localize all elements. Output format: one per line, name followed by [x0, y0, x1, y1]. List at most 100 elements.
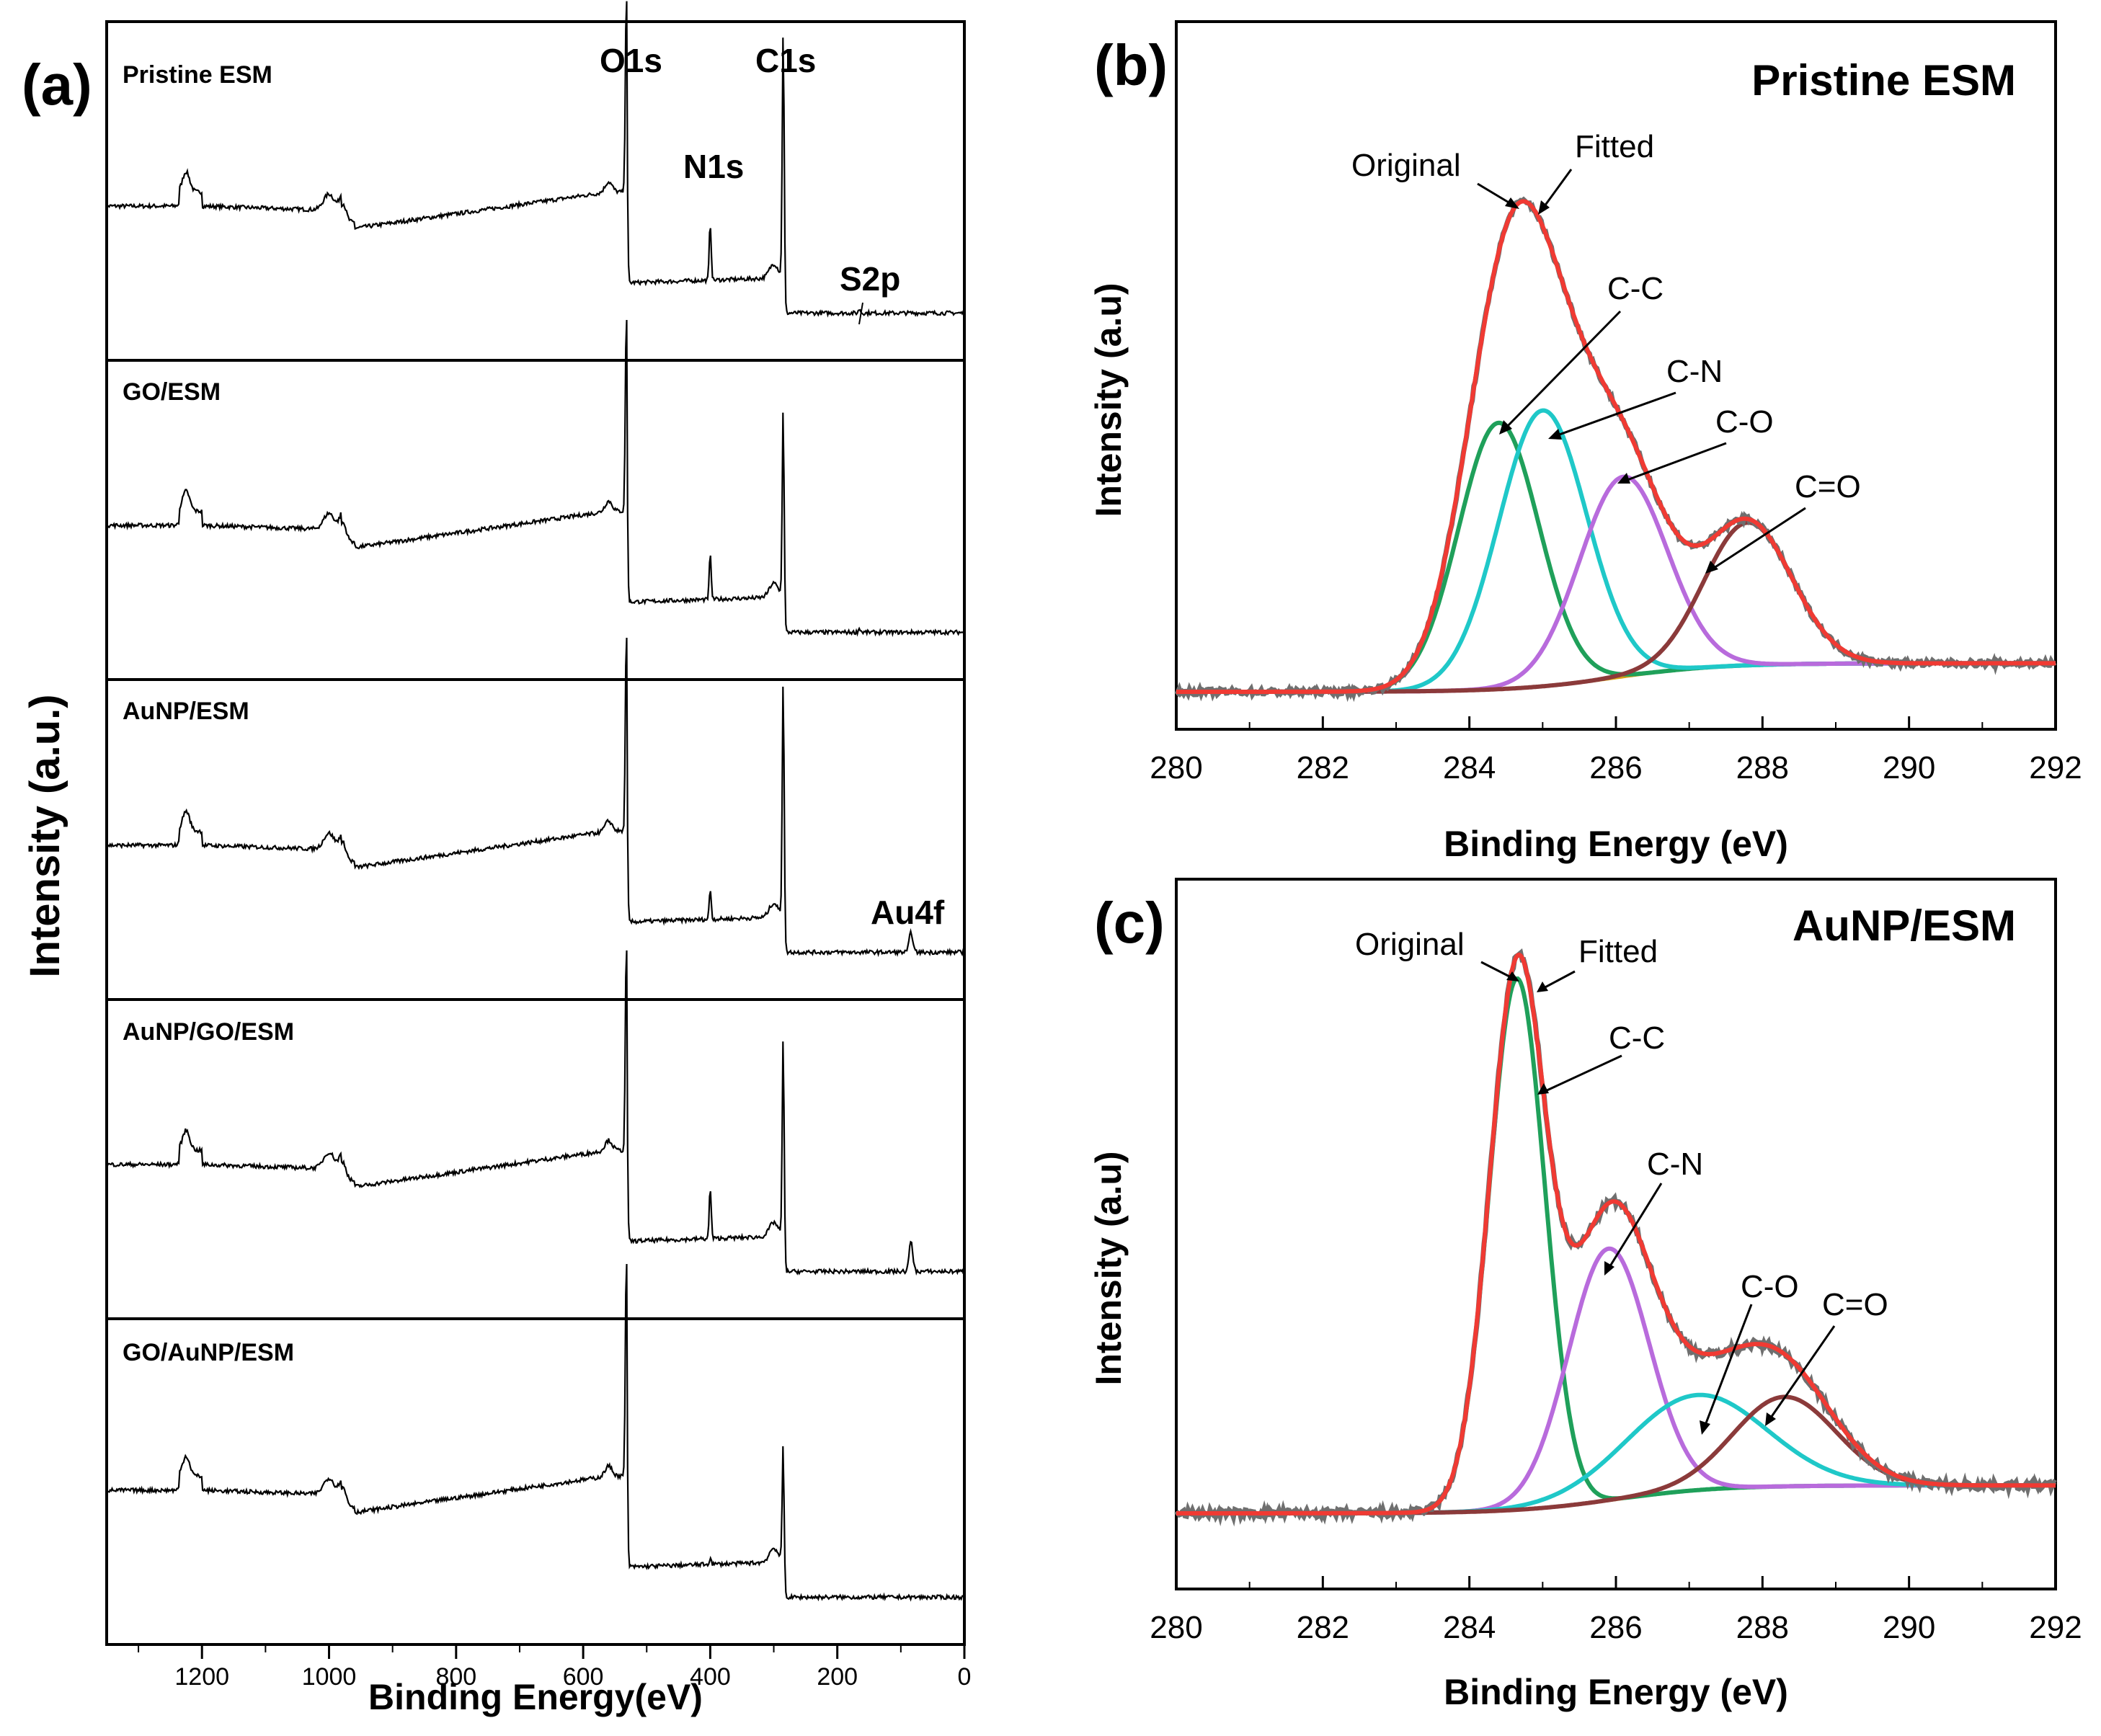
- fitted-curve: [1176, 952, 2056, 1515]
- panel-a-spectra: [106, 1, 965, 1602]
- x-tick-label: 200: [817, 1663, 858, 1691]
- spectrum-go-aunp-esm: [107, 1263, 965, 1602]
- arrow-cn-b: [1555, 391, 1676, 437]
- x-tick-label: 284: [1443, 1610, 1496, 1645]
- peak-label-o1s: O1s: [600, 42, 662, 79]
- x-tick-label: 600: [563, 1663, 604, 1691]
- x-tick-label: 400: [690, 1663, 731, 1691]
- panel-b-title: Pristine ESM: [1751, 56, 2016, 104]
- panel-c: (c) AuNP/ESM 280 282 284 286 288 290 292 Bindi…: [1088, 878, 2082, 1712]
- arrow-c-double-o-c: [1768, 1325, 1836, 1420]
- spectrum-go-esm: [107, 319, 965, 638]
- annotation-c-double-o-b: C=O: [1795, 469, 1861, 504]
- panel-c-arrowheads: [1506, 971, 1776, 1435]
- annotation-co-b: C-O: [1715, 404, 1774, 440]
- panel-c-plot: [1174, 948, 2057, 1527]
- spectrum-aunp-go-esm: [106, 950, 964, 1276]
- arrowhead-fitted-b: [1538, 200, 1550, 215]
- panel-c-arrows: [1480, 961, 1836, 1428]
- panel-c-x-label: Binding Energy (eV): [1444, 1672, 1788, 1712]
- panel-a-x-label: Binding Energy(eV): [368, 1677, 703, 1717]
- legend-original-c: Original: [1355, 927, 1465, 962]
- arrow-co-c: [1703, 1304, 1753, 1428]
- peak-label-s2p: S2p: [840, 260, 900, 298]
- annotation-cn-c: C-N: [1647, 1147, 1703, 1182]
- x-tick-label: 282: [1297, 750, 1349, 785]
- panel-c-label: (c): [1094, 891, 1165, 955]
- panel-b-plot: [1174, 196, 2057, 703]
- x-tick-label: 286: [1589, 1610, 1642, 1645]
- x-tick-label: 1200: [174, 1663, 229, 1691]
- arrow-original-c: [1480, 961, 1514, 980]
- panel-b-x-axis: 280 282 284 286 288 290 292: [1150, 716, 2082, 785]
- panel-b-arrowheads: [1499, 197, 1718, 574]
- x-tick-label: 282: [1297, 1610, 1349, 1645]
- component-curve-c-o: [1176, 474, 2056, 694]
- arrowhead-co-b: [1617, 473, 1630, 484]
- x-tick-label: 284: [1443, 750, 1496, 785]
- arrowhead-fitted-c: [1537, 981, 1548, 992]
- arrow-c-double-o-b: [1711, 507, 1806, 571]
- x-tick-label: 290: [1883, 1610, 1935, 1645]
- panel-b-x-label: Binding Energy (eV): [1444, 824, 1788, 864]
- annotation-co-c: C-O: [1741, 1269, 1799, 1304]
- arrow-original-b: [1477, 182, 1514, 207]
- x-tick-label: 288: [1736, 750, 1789, 785]
- x-tick-label: 288: [1736, 1610, 1789, 1645]
- x-tick-label: 280: [1150, 750, 1202, 785]
- peak-label-n1s: N1s: [683, 148, 744, 185]
- x-tick-label: 0: [958, 1663, 972, 1691]
- x-tick-label: 292: [2029, 750, 2082, 785]
- panel-c-x-axis: 280 282 284 286 288 290 292: [1150, 1576, 2082, 1645]
- sample-label-aunp-esm: AuNP/ESM: [123, 698, 249, 725]
- arrow-cc-c: [1543, 1054, 1622, 1093]
- arrowhead-original-c: [1506, 971, 1519, 981]
- x-tick-label: 800: [435, 1663, 476, 1691]
- arrow-co-b: [1625, 442, 1727, 482]
- sample-label-go-esm: GO/ESM: [123, 378, 221, 406]
- sample-label-aunp-go-esm: AuNP/GO/ESM: [123, 1018, 294, 1046]
- legend-fitted-c: Fitted: [1578, 934, 1658, 969]
- panel-a-y-label: Intensity (a.u.): [22, 694, 68, 977]
- arrowhead-cn-c: [1604, 1261, 1614, 1276]
- spectrum-pristine-esm: [107, 1, 965, 318]
- panel-c-y-label: Intensity (a.u): [1088, 1151, 1129, 1385]
- panel-a: (a) Pristine ESM GO/ESM AuNP/ESM AuNP/GO…: [22, 1, 971, 1717]
- arrowhead-original-b: [1505, 197, 1519, 209]
- legend-fitted-b: Fitted: [1575, 129, 1654, 164]
- sample-label-pristine-esm: Pristine ESM: [123, 61, 272, 89]
- x-tick-label: 286: [1589, 750, 1642, 785]
- arrowhead-co-c: [1700, 1420, 1710, 1435]
- arrow-cc-b: [1503, 310, 1622, 430]
- arrowhead-cc-b: [1499, 420, 1512, 435]
- fitted-curve: [1176, 199, 2056, 694]
- x-tick-label: 280: [1150, 1610, 1202, 1645]
- x-tick-label: 1000: [302, 1663, 357, 1691]
- peak-label-au4f: Au4f: [871, 894, 945, 931]
- x-tick-label: 292: [2029, 1610, 2082, 1645]
- arrow-cn-c: [1607, 1183, 1663, 1269]
- arrowhead-cc-c: [1537, 1083, 1549, 1095]
- peak-label-c1s: C1s: [755, 42, 816, 79]
- panel-a-label: (a): [22, 53, 92, 117]
- x-tick-label: 290: [1883, 750, 1935, 785]
- annotation-c-double-o-c: C=O: [1822, 1287, 1888, 1322]
- panel-b-arrows: [1477, 169, 1806, 571]
- component-curve-c-c: [1176, 420, 2056, 694]
- annotation-cn-b: C-N: [1666, 354, 1723, 389]
- annotation-cc-c: C-C: [1609, 1020, 1665, 1056]
- component-curve-c-n: [1176, 1246, 2056, 1515]
- legend-original-b: Original: [1351, 148, 1461, 183]
- arrow-fitted-b: [1541, 169, 1573, 210]
- arrowhead-c-double-o-b: [1705, 561, 1718, 574]
- spectrum-aunp-esm: [107, 637, 965, 958]
- panel-b-y-label: Intensity (a.u): [1088, 282, 1129, 517]
- panel-b-label: (b): [1094, 33, 1168, 97]
- component-curve-c-n: [1176, 408, 2056, 694]
- arrow-fitted-c: [1542, 970, 1576, 990]
- sample-label-go-aunp-esm: GO/AuNP/ESM: [123, 1339, 294, 1366]
- component-curve-c-o: [1176, 1392, 2056, 1515]
- annotation-cc-b: C-C: [1607, 271, 1664, 306]
